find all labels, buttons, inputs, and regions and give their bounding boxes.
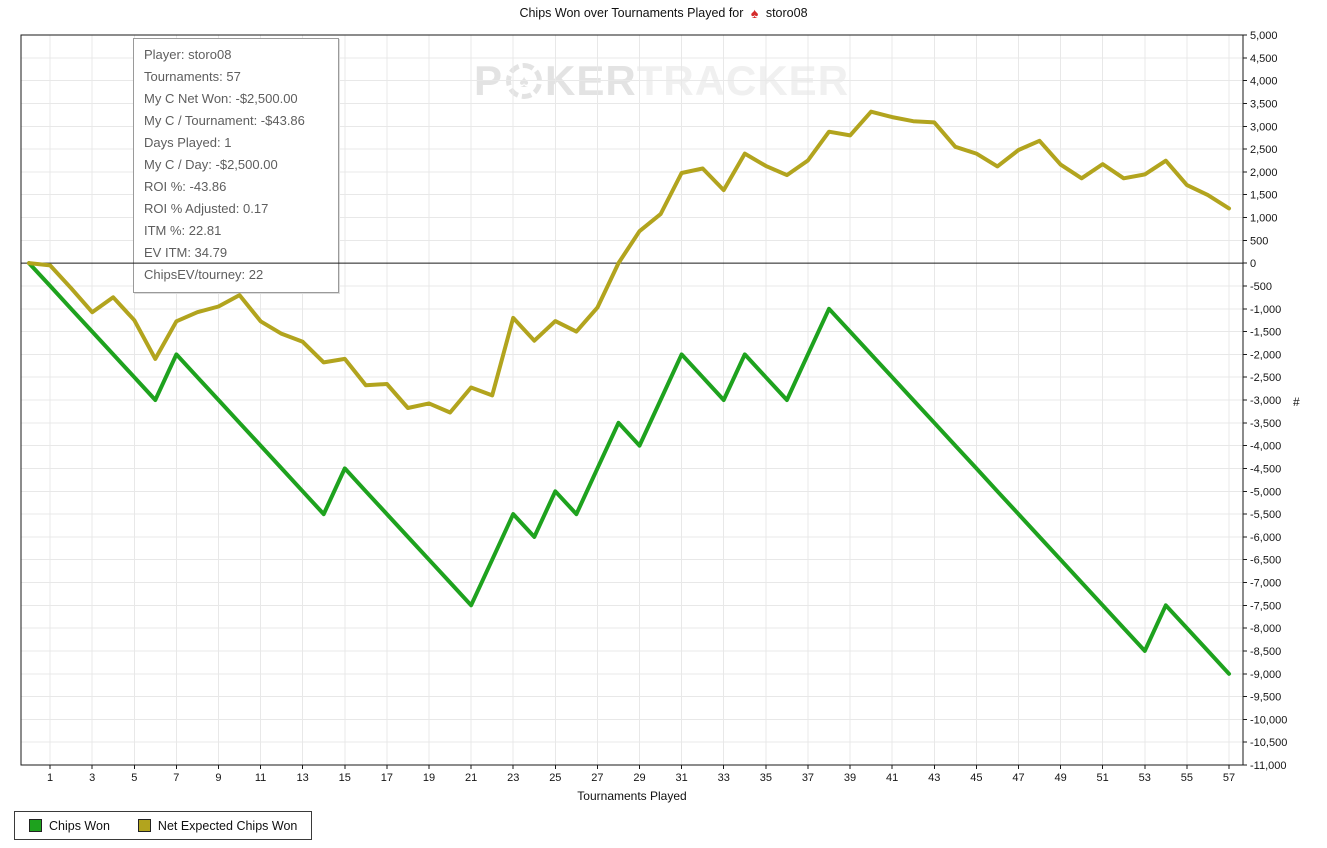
y-tick-label: -7,000 [1250,578,1281,590]
x-tick-label: 23 [507,772,519,784]
x-axis-title: Tournaments Played [577,789,687,803]
y-tick-label: 3,000 [1250,121,1278,133]
y-tick-label: -8,500 [1250,646,1281,658]
y-tick-label: -7,500 [1250,600,1281,612]
y-tick-label: 1,000 [1250,213,1278,225]
y-tick-label: -4,500 [1250,463,1281,475]
y-axis-title: # [1293,395,1300,409]
tooltip-row: Days Played: 1 [144,135,232,150]
y-tick-label: -6,000 [1250,532,1281,544]
x-tick-label: 53 [1139,772,1151,784]
y-tick-label: -1,500 [1250,327,1281,339]
x-tick-label: 39 [844,772,856,784]
tooltip-row: My C Net Won: -$2,500.00 [144,91,298,106]
red-spade-icon: ♠ [750,5,759,21]
x-tick-label: 3 [89,772,95,784]
x-tick-label: 35 [760,772,772,784]
x-tick-label: 55 [1181,772,1193,784]
net-expected-swatch-icon [137,819,151,832]
x-tick-label: 13 [297,772,309,784]
x-tick-label: 51 [1097,772,1109,784]
legend-item-net-expected[interactable]: Net Expected Chips Won [137,818,298,833]
tooltip-row: ITM %: 22.81 [144,223,222,238]
x-tick-label: 31 [676,772,688,784]
x-tick-label: 43 [928,772,940,784]
x-tick-label: 9 [215,772,221,784]
y-tick-label: 500 [1250,235,1268,247]
y-tick-label: 4,500 [1250,53,1278,65]
chart-title-prefix: Chips Won over Tournaments Played for [519,6,744,20]
tooltip-row: EV ITM: 34.79 [144,245,228,260]
x-tick-label: 27 [591,772,603,784]
x-tick-label: 49 [1054,772,1066,784]
tooltip-row: ROI % Adjusted: 0.17 [144,201,269,216]
y-tick-label: 0 [1250,258,1256,270]
x-tick-label: 11 [255,772,266,784]
legend: Chips Won Net Expected Chips Won [14,811,313,840]
y-tick-label: -9,500 [1250,692,1281,704]
chart-title: Chips Won over Tournaments Played for ♠ … [0,5,1327,21]
x-tick-label: 19 [423,772,435,784]
legend-label-chips-won: Chips Won [49,818,110,833]
y-tick-label: -5,500 [1250,509,1281,521]
y-tick-label: -3,000 [1250,395,1281,407]
tooltip-row: My C / Tournament: -$43.86 [144,113,305,128]
y-tick-label: -2,000 [1250,349,1281,361]
y-tick-label: 5,000 [1250,30,1278,42]
y-tick-label: -2,500 [1250,372,1281,384]
y-tick-label: -10,000 [1250,714,1287,726]
x-tick-label: 37 [802,772,814,784]
tooltip-row: Tournaments: 57 [144,69,241,84]
legend-item-chips-won[interactable]: Chips Won [29,819,110,833]
x-tick-label: 7 [173,772,179,784]
y-tick-label: -3,500 [1250,418,1281,430]
y-tick-label: -10,500 [1250,737,1287,749]
y-tick-label: 1,500 [1250,190,1278,202]
x-tick-label: 29 [633,772,645,784]
x-tick-label: 25 [549,772,561,784]
tooltip-row: ChipsEV/tourney: 22 [144,267,264,282]
tooltip-row: ROI %: -43.86 [144,179,227,194]
y-tick-label: 2,500 [1250,144,1278,156]
legend-label-net-expected: Net Expected Chips Won [157,818,298,833]
plot-border [20,34,1244,766]
x-tick-label: 15 [339,772,351,784]
x-tick-label: 45 [970,772,982,784]
stats-tooltip: Player: storo08 Tournaments: 57 My C Net W… [133,38,339,293]
y-tick-label: -4,000 [1250,441,1281,453]
tooltip-row: My C / Day: -$2,500.00 [144,157,278,172]
y-tick-label: 4,000 [1250,76,1278,88]
y-tick-label: -500 [1250,281,1272,293]
x-tick-label: 57 [1223,772,1235,784]
y-tick-label: -6,500 [1250,555,1281,567]
y-tick-label: -9,000 [1250,669,1281,681]
chart-title-player: storo08 [765,6,808,20]
x-tick-label: 33 [718,772,730,784]
y-tick-label: -8,000 [1250,623,1281,635]
x-tick-label: 5 [131,772,137,784]
y-tick-label: -1,000 [1250,304,1281,316]
x-tick-label: 21 [465,772,477,784]
x-tick-label: 47 [1012,772,1024,784]
chips-won-swatch-icon [29,819,42,832]
x-tick-label: 17 [381,772,393,784]
tooltip-row: Player: storo08 [144,47,232,62]
x-tick-label: 41 [886,772,898,784]
y-tick-label: -5,000 [1250,486,1281,498]
y-tick-label: 2,000 [1250,167,1278,179]
y-tick-label: -11,000 [1250,760,1287,772]
y-tick-label: 3,500 [1250,98,1278,110]
x-tick-label: 1 [47,772,53,784]
